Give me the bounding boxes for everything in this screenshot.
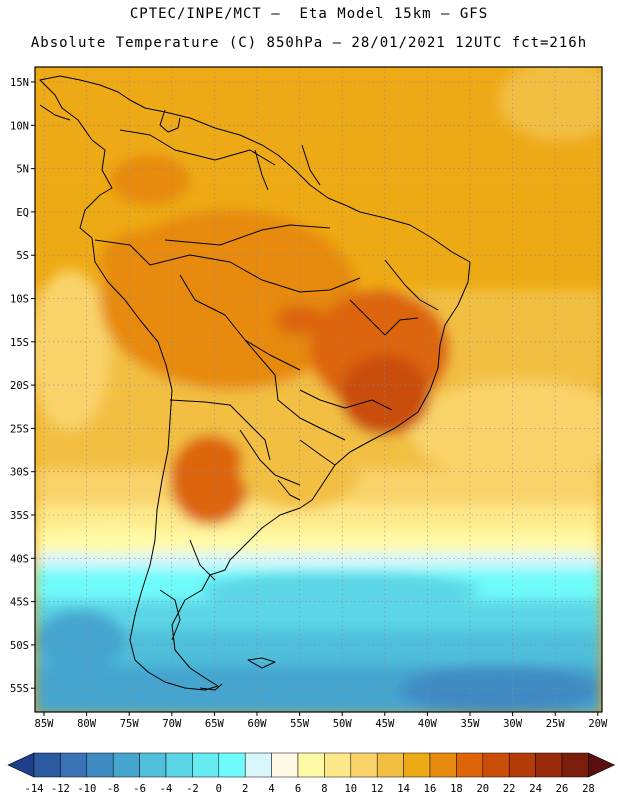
colorbar-label: 6 bbox=[295, 783, 301, 795]
lon-label: 40W bbox=[418, 718, 438, 730]
lon-label: 50W bbox=[333, 718, 353, 730]
colorbar-swatch bbox=[60, 752, 88, 778]
colorbar-swatch bbox=[139, 752, 167, 778]
longitude-labels: 85W 80W 75W 70W 65W 60W 55W 50W 45W 40W 35W 30W 25W 2… bbox=[35, 712, 608, 730]
lat-label: 15N bbox=[10, 77, 29, 89]
colorbar-swatch bbox=[324, 752, 352, 778]
colorbar-swatch bbox=[86, 752, 114, 778]
lat-label: 45S bbox=[10, 597, 29, 609]
lat-label: 55S bbox=[10, 683, 29, 695]
colorbar-min-arrow bbox=[7, 752, 35, 778]
chart-title: CPTEC/INPE/MCT – Eta Model 15km – GFS bbox=[129, 6, 489, 22]
colorbar-label: 18 bbox=[450, 783, 463, 795]
latitude-labels: 15N 10N 5N EQ 5S 10S 15S 20S 25S 30S 35S 40S 45S 50S 5… bbox=[10, 77, 35, 695]
lat-label: 25S bbox=[10, 423, 29, 435]
colorbar-swatch bbox=[403, 752, 431, 778]
colorbar-label: 14 bbox=[397, 783, 410, 795]
colorbar-swatch bbox=[33, 752, 61, 778]
colorbar-label: -2 bbox=[186, 783, 199, 795]
lat-label: 5S bbox=[16, 250, 29, 262]
colorbar-swatch bbox=[429, 752, 457, 778]
colorbar-labels: -14 -12 -10 -8 -6 -4 -2 0 2 4 6 8 10 12 14 16 18 20 22 24 26… bbox=[25, 783, 595, 795]
colorbar-label: -4 bbox=[160, 783, 173, 795]
colorbar-swatch bbox=[218, 752, 246, 778]
lat-label: 5N bbox=[16, 164, 29, 176]
temperature-field bbox=[35, 67, 602, 712]
colorbar-label: 8 bbox=[321, 783, 327, 795]
colorbar-swatch bbox=[535, 752, 563, 778]
colorbar-swatch bbox=[192, 752, 220, 778]
lon-label: 45W bbox=[375, 718, 395, 730]
lon-label: 35W bbox=[461, 718, 481, 730]
lat-label: 15S bbox=[10, 337, 29, 349]
lon-label: 55W bbox=[290, 718, 310, 730]
lon-label: 30W bbox=[503, 718, 523, 730]
colorbar-label: 24 bbox=[529, 783, 542, 795]
colorbar-swatch bbox=[376, 752, 404, 778]
colorbar-swatch bbox=[482, 752, 510, 778]
lat-label: 30S bbox=[10, 467, 29, 479]
colorbar-label: 4 bbox=[268, 783, 274, 795]
colorbar-max-arrow bbox=[588, 752, 616, 778]
colorbar-swatch bbox=[456, 752, 484, 778]
colorbar-swatch bbox=[297, 752, 325, 778]
colorbar-swatch bbox=[112, 752, 140, 778]
lon-label: 80W bbox=[77, 718, 97, 730]
graticule bbox=[35, 67, 602, 712]
lat-label: 10N bbox=[10, 120, 29, 132]
map-frame bbox=[34, 66, 603, 713]
lon-label: 20W bbox=[588, 718, 608, 730]
colorbar bbox=[7, 752, 616, 778]
lon-label: 75W bbox=[120, 718, 140, 730]
colorbar-label: 26 bbox=[556, 783, 569, 795]
lat-label: 10S bbox=[10, 294, 29, 306]
lon-label: 25W bbox=[546, 718, 566, 730]
colorbar-label: 2 bbox=[242, 783, 248, 795]
colorbar-label: 22 bbox=[503, 783, 516, 795]
colorbar-swatch bbox=[561, 752, 589, 778]
colorbar-label: 28 bbox=[582, 783, 595, 795]
colorbar-label: 0 bbox=[216, 783, 222, 795]
colorbar-label: -14 bbox=[25, 783, 44, 795]
colorbar-label: -10 bbox=[77, 783, 96, 795]
lon-label: 60W bbox=[248, 718, 268, 730]
colorbar-swatch bbox=[271, 752, 299, 778]
colorbar-label: -8 bbox=[107, 783, 120, 795]
colorbar-label: 12 bbox=[371, 783, 384, 795]
lon-label: 70W bbox=[162, 718, 182, 730]
colorbar-label: 20 bbox=[476, 783, 489, 795]
colorbar-label: 10 bbox=[344, 783, 357, 795]
colorbar-label: 16 bbox=[424, 783, 437, 795]
colorbar-swatch bbox=[244, 752, 272, 778]
colorbar-swatch bbox=[350, 752, 378, 778]
lat-label: 20S bbox=[10, 380, 29, 392]
lon-label: 65W bbox=[205, 718, 225, 730]
coastlines bbox=[39, 75, 471, 691]
colorbar-swatch bbox=[165, 752, 193, 778]
lon-label: 85W bbox=[35, 718, 55, 730]
lat-label: 50S bbox=[10, 640, 29, 652]
chart-subtitle: Absolute Temperature (C) 850hPa – 28/01/… bbox=[30, 35, 588, 51]
colorbar-swatch bbox=[508, 752, 536, 778]
lat-label: EQ bbox=[16, 207, 29, 219]
lat-label: 40S bbox=[10, 553, 29, 565]
lat-label: 35S bbox=[10, 510, 29, 522]
colorbar-label: -6 bbox=[133, 783, 146, 795]
colorbar-label: -12 bbox=[51, 783, 70, 795]
